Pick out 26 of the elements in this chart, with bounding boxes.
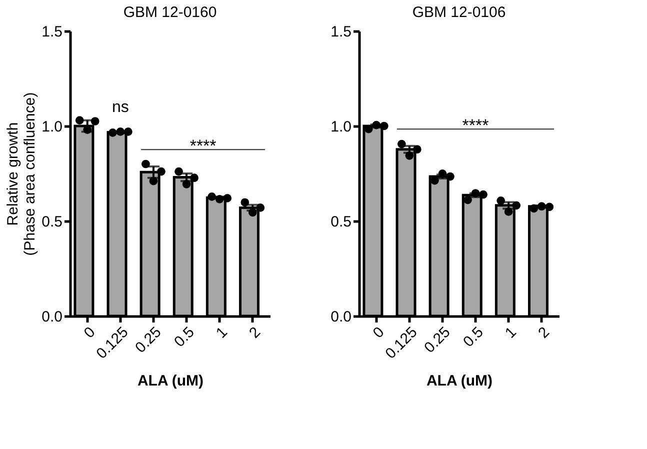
annotation: **** [190, 136, 217, 156]
annotation: ns [112, 99, 129, 116]
y-tick-label: 0.5 [42, 214, 62, 230]
x-tick-label: 0.25 [421, 324, 454, 356]
x-tick-label: 0.5 [460, 324, 487, 351]
x-tick-label: 0.25 [132, 324, 165, 356]
x-tick-label: 0 [80, 324, 99, 342]
x-tick-label: 2 [535, 324, 553, 342]
y-tick-label: 1.0 [330, 118, 352, 136]
y-axis-title: Relative growth (Phase area confluence) [4, 92, 39, 256]
y-tick-label: 0.0 [330, 308, 352, 326]
x-tick-label: 1 [502, 324, 520, 342]
x-tick-label: 2 [246, 324, 264, 342]
y-tick-label: 1.0 [42, 118, 62, 136]
chart-title: GBM 12-0160 [123, 4, 217, 21]
y-tick-label: 1.5 [330, 24, 352, 40]
x-tick-label: 0.5 [171, 324, 198, 351]
chart-title: GBM 12-0106 [412, 4, 506, 21]
y-tick-label: 0.0 [42, 308, 62, 326]
x-axis-title: ALA (uM) [426, 372, 493, 390]
y-tick-label: 1.5 [42, 24, 62, 40]
x-tick-label: 0 [370, 324, 388, 342]
x-tick-label: 1 [212, 324, 231, 342]
y-tick-label: 0.5 [330, 214, 352, 230]
annotation: **** [462, 116, 490, 136]
x-axis-title: ALA (uM) [137, 372, 204, 390]
